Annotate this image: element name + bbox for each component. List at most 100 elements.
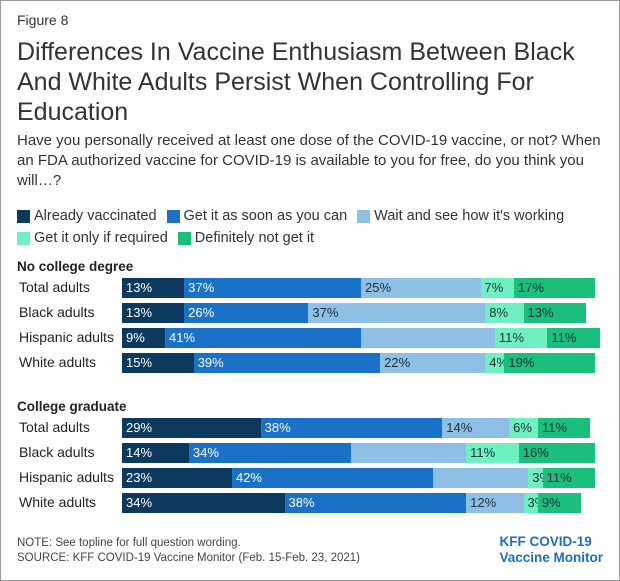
bar-segment <box>494 328 548 348</box>
bar-segment <box>480 278 514 298</box>
chart-subtitle: Have you personally received at least on… <box>17 132 601 189</box>
bar-segment <box>351 443 467 463</box>
data-label: 38% <box>288 495 315 510</box>
bar-segment <box>432 468 529 488</box>
data-label: 34% <box>192 445 219 460</box>
legend-label: Get it only if required <box>34 230 168 246</box>
data-label: 4% <box>489 355 509 370</box>
bar-track: 13% 26% 37% 8% 13% <box>122 303 600 323</box>
bar-segment <box>361 328 495 348</box>
bar-segment <box>542 468 596 488</box>
bar-segment <box>231 468 433 488</box>
data-label: 38% <box>264 420 291 435</box>
legend-item-only-if-required: Get it only if required <box>17 230 168 246</box>
data-label: 12% <box>470 495 497 510</box>
data-label: 23% <box>126 470 153 485</box>
legend-item-wait-and-see: Wait and see how it's working <box>357 208 564 224</box>
data-label: 13% <box>126 305 153 320</box>
bar-segment <box>537 493 581 513</box>
row-label: Black adults <box>19 304 95 320</box>
footnote: NOTE: See topline for full question word… <box>17 536 360 566</box>
legend-row-2: Get it only if required Definitely not g… <box>17 227 607 249</box>
legend-swatch <box>177 231 191 245</box>
data-label: 11% <box>470 445 496 460</box>
bar-segment <box>518 443 596 463</box>
chart-title: Differences In Vaccine Enthusiasm Betwee… <box>17 38 575 126</box>
row-label: White adults <box>19 354 97 370</box>
row-label: White adults <box>19 494 97 510</box>
bar-track: 9% 41% 11% 11% <box>122 328 600 348</box>
source-text: SOURCE: KFF COVID-19 Vaccine Monitor (Fe… <box>17 552 360 564</box>
bar-segment <box>547 328 600 348</box>
bar-segment <box>122 353 194 373</box>
note-text: NOTE: See topline for full question word… <box>17 537 241 549</box>
bar-segment <box>284 493 467 513</box>
legend: Already vaccinated Get it as soon as you… <box>17 205 607 249</box>
data-label: 39% <box>197 355 224 370</box>
data-label: 16% <box>522 445 549 460</box>
bar-segment <box>485 303 524 323</box>
bar-segment <box>184 303 309 323</box>
data-label: 17% <box>517 280 544 295</box>
bar-track: 29% 38% 14% 6% 11% <box>122 418 600 438</box>
bar-segment <box>523 303 586 323</box>
data-label: 8% <box>489 305 509 320</box>
data-label: 41% <box>169 330 196 345</box>
legend-item-definitely-not: Definitely not get it <box>177 230 315 246</box>
data-label: 29% <box>126 420 153 435</box>
data-label: 11% <box>551 330 577 345</box>
row-label: Total adults <box>19 419 90 435</box>
legend-item-already-vaccinated: Already vaccinated <box>17 208 157 224</box>
bar-segment <box>528 468 543 488</box>
bar-segment <box>442 418 510 438</box>
data-label: 19% <box>508 355 535 370</box>
bar-segment <box>361 278 481 298</box>
brand-line-2: Vaccine Monitor <box>499 550 603 565</box>
figure-label: Figure 8 <box>17 12 69 28</box>
bar-segment <box>184 278 361 298</box>
bar-segment <box>509 418 538 438</box>
legend-swatch <box>17 231 30 245</box>
group-title: No college degree <box>17 259 134 274</box>
data-label: 22% <box>384 355 411 370</box>
bar-segment <box>523 493 538 513</box>
data-label: 9% <box>126 330 145 345</box>
bar-track: 34%38%12%3%9% <box>122 493 600 513</box>
brand-line-1: KFF COVID-19 <box>499 534 592 549</box>
bar-segment <box>122 303 185 323</box>
legend-label: Definitely not get it <box>194 230 315 246</box>
bar-segment <box>193 353 381 373</box>
brand-logo: KFF COVID-19 Vaccine Monitor <box>499 534 603 566</box>
legend-label: Get it as soon as you can <box>183 208 348 224</box>
row-label: Black adults <box>19 444 95 460</box>
bar-segment <box>165 328 361 348</box>
data-label: 13% <box>527 305 554 320</box>
bar-segment <box>260 418 443 438</box>
legend-swatch <box>357 209 371 223</box>
data-label: 9% <box>541 495 561 510</box>
bar-segment <box>380 353 486 373</box>
bar-segment <box>537 418 591 438</box>
data-label: 6% <box>513 420 532 435</box>
bar-segment <box>122 328 166 348</box>
group-title: College graduate <box>17 399 127 414</box>
data-label: 42% <box>235 470 262 485</box>
bar-segment <box>466 443 519 463</box>
bar-track: 13% 37% 25% 7% 17% <box>122 278 600 298</box>
data-label: 11% <box>541 420 567 435</box>
bar-segment <box>122 493 285 513</box>
legend-label: Already vaccinated <box>34 208 157 224</box>
data-label: 37% <box>312 305 339 320</box>
bar-segment <box>504 353 596 373</box>
bar-segment <box>466 493 524 513</box>
bar-track: 15% 39% 22% 4% 19% <box>122 353 600 373</box>
data-label: 14% <box>126 445 153 460</box>
bar-segment <box>122 443 189 463</box>
legend-swatch <box>17 209 30 223</box>
bar-segment <box>122 468 232 488</box>
bar-segment <box>122 418 261 438</box>
legend-swatch <box>166 209 180 223</box>
data-label: 11% <box>546 470 572 485</box>
data-label: 34% <box>126 495 153 510</box>
